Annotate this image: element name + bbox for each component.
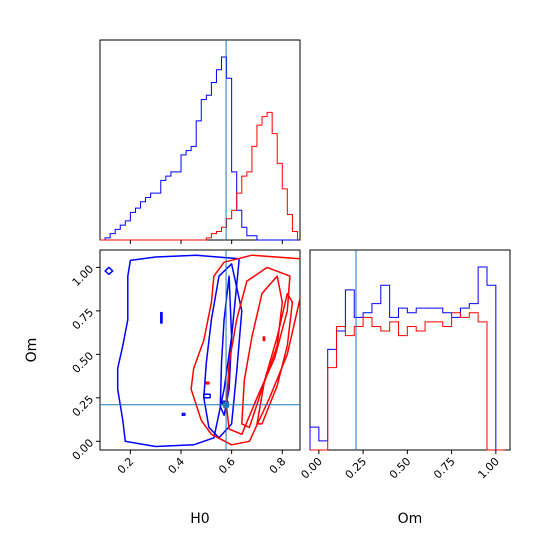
om-marginal-x-tick-label: 0.50	[387, 455, 414, 482]
truth-marker	[223, 401, 230, 408]
joint-y-tick-label: 1.00	[70, 262, 97, 289]
contour-red_run-3	[256, 292, 294, 425]
joint-y-tick-label: 0.50	[70, 349, 97, 376]
contour-blue_run-1	[203, 263, 243, 439]
contour-red_run-5	[262, 336, 266, 342]
h0-histogram-series-red_run	[100, 111, 298, 241]
om-marginal-frame	[309, 249, 511, 451]
contour-red_run-0	[190, 254, 300, 446]
om-marginal-x-tick-label: 1.00	[475, 455, 502, 482]
joint-y-tick-label: 0.75	[70, 306, 97, 333]
om-marginal-x-tick-label: 0.25	[343, 455, 370, 482]
om-histogram-series-red_run	[310, 312, 505, 451]
truth-lines	[100, 40, 357, 450]
h0-marginal-frame	[99, 39, 301, 241]
joint-x-tick-label: 0.4	[166, 455, 188, 477]
om-marginal-histogram	[309, 266, 505, 451]
h0-om-joint-contours	[104, 254, 300, 448]
joint-panel-frame	[99, 249, 301, 451]
joint-y-tick-label: 0.00	[70, 436, 97, 463]
joint-x-tick-label: 0.2	[115, 455, 137, 477]
contour-blue_run-0	[116, 254, 240, 448]
x-axis-label-om: Om	[398, 511, 423, 527]
joint-x-tick-label: 0.8	[267, 455, 289, 477]
axis-ticks: 0.2 0.4 0.6 0.8 0.00 0.25 0.50 0.75 1.00 0.00 0.25…	[70, 240, 502, 481]
om-histogram-series-blue_run	[309, 266, 505, 451]
contour-red_run-1	[225, 266, 291, 436]
joint-y-tick-label: 0.25	[70, 393, 97, 420]
contour-blue_run-2	[219, 275, 233, 416]
om-marginal-x-tick-label: 0.75	[431, 455, 458, 482]
om-marginal-x-tick-label: 0.00	[298, 455, 325, 482]
y-axis-label-om: Om	[24, 338, 40, 363]
h0-marginal-histogram	[100, 56, 298, 241]
contour-red_run-2	[241, 275, 284, 429]
contour-blue_run-6	[203, 393, 211, 399]
contour-red_run-4	[205, 381, 210, 385]
joint-x-tick-label: 0.6	[216, 455, 238, 477]
contour-blue_run-5	[181, 412, 186, 416]
contour-blue_run-3	[104, 266, 114, 276]
h0-histogram-series-blue_run	[100, 56, 298, 241]
x-axis-label-h0: H0	[190, 511, 209, 527]
contour-blue_run-4	[160, 311, 163, 324]
